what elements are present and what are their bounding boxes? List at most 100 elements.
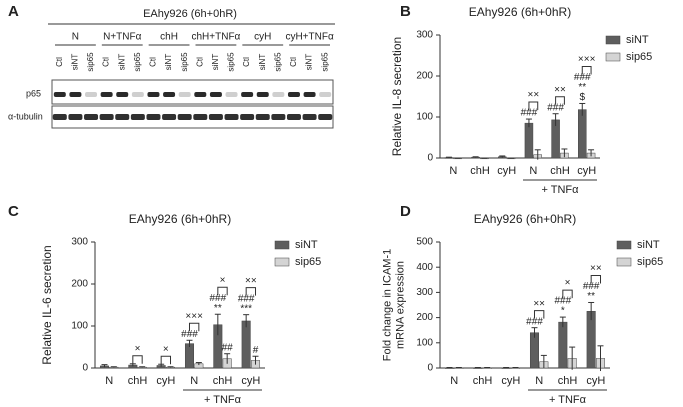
x-tick-label: cyH: [497, 165, 516, 177]
legend-swatch: [605, 35, 621, 45]
group-label: chH: [160, 32, 178, 43]
y-tick-label: 300: [71, 237, 88, 248]
y-tick-label: 100: [71, 321, 88, 332]
x-tick-label: N: [535, 375, 543, 387]
tubulin-band: [271, 114, 286, 120]
bracket: [590, 274, 602, 284]
p65-band: [256, 92, 269, 97]
y-axis-label: mRNA expression: [394, 261, 406, 349]
bracket: [528, 101, 539, 111]
bar: [184, 343, 194, 369]
panel-letter: A: [8, 3, 19, 20]
x-tick-label: chH: [558, 375, 578, 387]
lane-label: sip65: [273, 52, 282, 72]
legend-label: sip65: [626, 51, 652, 63]
significance: ##: [222, 342, 234, 353]
bracket: [217, 286, 228, 296]
y-axis-label: Relative IL-8 secretion: [390, 37, 404, 156]
p65-band: [163, 92, 176, 97]
bar: [241, 320, 251, 369]
tubulin-band: [115, 114, 130, 120]
row-label: p65: [26, 88, 41, 98]
lane-label: sip65: [86, 52, 95, 72]
tubulin-band: [84, 114, 99, 120]
bracket: [533, 310, 545, 319]
legend-label: siNT: [626, 34, 649, 46]
tubulin-band: [146, 114, 161, 120]
lane-label: Ctl: [242, 57, 251, 67]
group-label: N+TNFα: [103, 32, 142, 43]
x-tick-label: N: [190, 375, 198, 387]
tubulin-band: [240, 114, 255, 120]
bracket-label: ××: [590, 263, 602, 274]
bar: [524, 122, 534, 159]
p65-band: [116, 92, 129, 97]
panel-letter: B: [400, 3, 411, 20]
legend-swatch: [616, 240, 632, 250]
bracket-label: ××: [245, 275, 257, 286]
significance: *: [561, 306, 565, 317]
lane-label: Ctl: [149, 57, 158, 67]
p65-band: [209, 92, 222, 97]
panel-letter: C: [8, 203, 19, 220]
x-tick-label: cyH: [577, 165, 596, 177]
significance: ###: [238, 293, 255, 304]
y-tick-label: 200: [71, 279, 88, 290]
significance: **: [587, 291, 595, 302]
x-tick-label: chH: [213, 375, 233, 387]
legend-label: siNT: [295, 239, 318, 251]
x-tick-label: N: [450, 375, 458, 387]
lane-label: sip65: [180, 52, 189, 72]
legend-swatch: [274, 240, 290, 250]
lane-label: sip65: [320, 52, 329, 72]
bracket: [245, 287, 257, 296]
tubulin-band: [208, 114, 223, 120]
lane-label: Ctl: [195, 57, 204, 67]
lane-label: siNT: [258, 54, 267, 71]
significance: **: [214, 303, 222, 314]
x-tick-label: cyH: [241, 375, 260, 387]
p65-band: [53, 92, 66, 97]
y-tick-label: 100: [416, 337, 433, 348]
bar: [529, 332, 539, 369]
bracket: [562, 289, 573, 299]
p65-band: [225, 92, 238, 97]
y-tick-label: 0: [427, 153, 433, 164]
x-tick-label: N: [529, 165, 537, 177]
p65-band: [85, 92, 98, 97]
p65-band: [194, 92, 207, 97]
p65-band: [287, 92, 300, 97]
lane-label: siNT: [117, 54, 126, 71]
x-tick-label: N: [449, 165, 457, 177]
x-tick-label: cyH: [501, 375, 520, 387]
group-label: cyH+TNFα: [285, 32, 334, 43]
lane-label: Ctl: [289, 57, 298, 67]
x-tick-label: cyH: [586, 375, 605, 387]
y-axis-label: Fold change in ICAM-1: [381, 249, 393, 362]
chart-title: EAhy926 (6h+0hR): [469, 5, 571, 19]
significance: ###: [181, 329, 198, 340]
p65-band: [241, 92, 254, 97]
tubulin-band: [99, 114, 114, 120]
significance: $: [579, 92, 585, 103]
bracket-label: ×: [220, 275, 226, 286]
bracket: [160, 355, 172, 365]
x-tick-label: cyH: [156, 375, 175, 387]
x-tick-label: chH: [550, 165, 570, 177]
legend-swatch: [274, 257, 290, 267]
significance: ###: [521, 108, 538, 119]
chart-title: EAhy926 (6h+0hR): [474, 212, 576, 226]
bar: [578, 109, 587, 159]
tubulin-band: [224, 114, 239, 120]
lane-label: siNT: [164, 54, 173, 71]
legend-label: siNT: [637, 239, 660, 251]
blot-box-tubulin: [51, 105, 334, 129]
bracket-label: ×: [163, 344, 169, 355]
lane-label: siNT: [305, 54, 314, 71]
lane-label: sip65: [133, 52, 142, 72]
bracket: [188, 322, 200, 332]
row-label: α-tubulin: [8, 111, 43, 121]
group-label: N: [72, 32, 79, 43]
